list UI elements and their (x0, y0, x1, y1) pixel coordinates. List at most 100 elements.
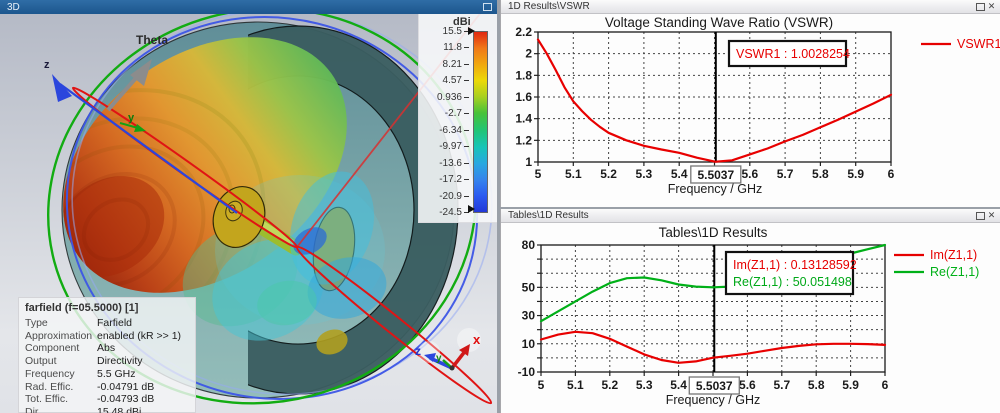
svg-text:5.3: 5.3 (636, 378, 653, 392)
colorbar-tick: 4.57 (425, 75, 469, 87)
svg-text:Frequency / GHz: Frequency / GHz (666, 393, 760, 407)
svg-text:5.2: 5.2 (601, 378, 618, 392)
svg-text:1.4: 1.4 (515, 112, 532, 126)
colorbar-tick: 0.936 (425, 91, 469, 103)
svg-text:5.7: 5.7 (777, 167, 794, 181)
svg-text:Re(Z1,1): Re(Z1,1) (930, 265, 979, 279)
restore-icon[interactable] (975, 1, 986, 12)
svg-text:-10: -10 (518, 365, 536, 379)
colorbar-max-marker-icon (468, 27, 475, 35)
panel-tables-titlebar[interactable]: Tables\1D Results ✕ (501, 209, 1000, 223)
triad-origin (449, 365, 455, 371)
impedance-chart[interactable]: 5 5.1 5.2 5.3 5.4 5.6 5.7 5.8 5.9 6 -10 10 30 50 80 5.5… (501, 223, 1000, 413)
svg-text:5.8: 5.8 (808, 378, 825, 392)
panel-vswr: 1D Results\VSWR ✕ 5 5.1 5.2 5.3 5.4 5.6 5.7 5.8… (500, 0, 1000, 207)
dish-rim (248, 25, 459, 395)
svg-text:Tables\1D Results: Tables\1D Results (659, 225, 768, 240)
svg-text:5.8: 5.8 (812, 167, 829, 181)
svg-text:30: 30 (522, 309, 536, 323)
svg-text:1.2: 1.2 (515, 133, 532, 147)
y-axis-arrow-icon (134, 124, 146, 132)
side-lobe-4 (257, 280, 317, 326)
svg-text:5.7: 5.7 (773, 378, 790, 392)
svg-text:5: 5 (538, 378, 545, 392)
colorbar-panel: dBi 15.5 11.8 8.21 4.57 0.936 -2.7 -6.34 -9.97 -… (418, 14, 497, 223)
colorbar-tick: 15.5 (425, 25, 469, 37)
colorbar-gradient (473, 31, 488, 213)
panel-tables: Tables\1D Results ✕ 5 5.1 5.2 5.3 5.4 5.6 5.7 5… (500, 209, 1000, 413)
colorbar-tick: -24.5 (425, 207, 469, 219)
colorbar-tick: -6.34 (425, 124, 469, 136)
y-axis-line (119, 122, 139, 129)
colorbar-tick: -2.7 (425, 108, 469, 120)
svg-text:VSWR1: VSWR1 (957, 37, 1000, 51)
info-row: Output Directivity (25, 355, 143, 368)
colorbar-tick: -17.2 (425, 174, 469, 186)
z-axis-line (59, 83, 238, 214)
triad-y-label: y (436, 353, 442, 364)
colorbar-tick: -13.6 (425, 157, 469, 169)
colorbar-tick: 11.8 (425, 42, 469, 54)
colorbar-title: dBi (453, 16, 471, 28)
pattern-cut-back-loop (295, 245, 493, 405)
info-row: Type Farfield (25, 317, 133, 329)
info-row: Tot. Effic. -0.04793 dB (25, 393, 155, 406)
triad-x-arrow-icon (459, 344, 470, 356)
panel-vswr-title: 1D Results\VSWR (508, 1, 590, 12)
z-axis-arrow-icon (52, 74, 72, 102)
y-axis-label: y (128, 112, 135, 124)
svg-text:2: 2 (525, 47, 532, 61)
colorbar-min-marker-icon (468, 205, 475, 213)
svg-text:5.6: 5.6 (741, 167, 758, 181)
svg-text:Frequency / GHz: Frequency / GHz (668, 182, 762, 196)
svg-text:1: 1 (525, 155, 532, 169)
svg-text:5.1: 5.1 (567, 378, 584, 392)
colorbar-tick: -9.97 (425, 141, 469, 153)
restore-icon[interactable] (975, 210, 986, 221)
svg-text:6: 6 (882, 378, 889, 392)
triad-x-label: x (473, 332, 481, 347)
svg-text:80: 80 (522, 238, 536, 252)
side-lobe-2 (289, 171, 375, 285)
svg-text:5.5037: 5.5037 (697, 168, 734, 182)
farfield-info-title: farfield (f=05.5000) [1] (25, 302, 139, 314)
theta-arrow-icon (130, 59, 152, 86)
panel-3d-title: 3D (7, 1, 20, 13)
svg-text:Re(Z1,1) : 50.051498: Re(Z1,1) : 50.051498 (733, 275, 852, 289)
close-icon[interactable]: ✕ (987, 210, 996, 220)
panel-3d-titlebar[interactable]: 3D (0, 0, 497, 14)
svg-text:5.4: 5.4 (671, 167, 688, 181)
vswr-chart[interactable]: 5 5.1 5.2 5.3 5.4 5.6 5.7 5.8 5.9 6 1 1.2 1.4 1.6 1.8 2… (501, 14, 1000, 207)
svg-text:5.3: 5.3 (636, 167, 653, 181)
svg-text:Im(Z1,1): Im(Z1,1) (930, 248, 977, 262)
svg-text:2.2: 2.2 (515, 25, 532, 39)
side-lobe-3 (307, 257, 387, 319)
svg-text:5.6: 5.6 (739, 378, 756, 392)
farfield-info-box: farfield (f=05.5000) [1] Type Farfield Ap… (18, 297, 196, 413)
panel-vswr-titlebar[interactable]: 1D Results\VSWR ✕ (501, 0, 1000, 14)
svg-text:50: 50 (522, 280, 536, 294)
info-row: Frequency 5.5 GHz (25, 367, 136, 380)
svg-text:5.9: 5.9 (847, 167, 864, 181)
svg-text:5.4: 5.4 (670, 378, 687, 392)
svg-text:Im(Z1,1) : 0.13128592: Im(Z1,1) : 0.13128592 (733, 258, 857, 272)
close-icon[interactable]: ✕ (987, 1, 996, 11)
triad-z-arrow-icon (424, 353, 436, 362)
svg-text:5: 5 (535, 167, 542, 181)
restore-icon[interactable] (482, 2, 493, 13)
colorbar-tick: -20.9 (425, 190, 469, 202)
svg-text:1.8: 1.8 (515, 68, 532, 82)
svg-text:5.5037: 5.5037 (696, 379, 733, 393)
triad-z-label: z (415, 344, 421, 358)
svg-text:5.9: 5.9 (842, 378, 859, 392)
theta-label: Theta (136, 33, 168, 47)
subreflector-piece (316, 329, 348, 355)
svg-text:1.6: 1.6 (515, 90, 532, 104)
theta-circle-pale (71, 14, 493, 396)
panel-tables-title: Tables\1D Results (508, 210, 589, 221)
panel-3d: 3D (0, 0, 497, 413)
theta-circle (65, 16, 479, 400)
z-axis-label: z (44, 59, 50, 71)
svg-text:5.2: 5.2 (600, 167, 617, 181)
